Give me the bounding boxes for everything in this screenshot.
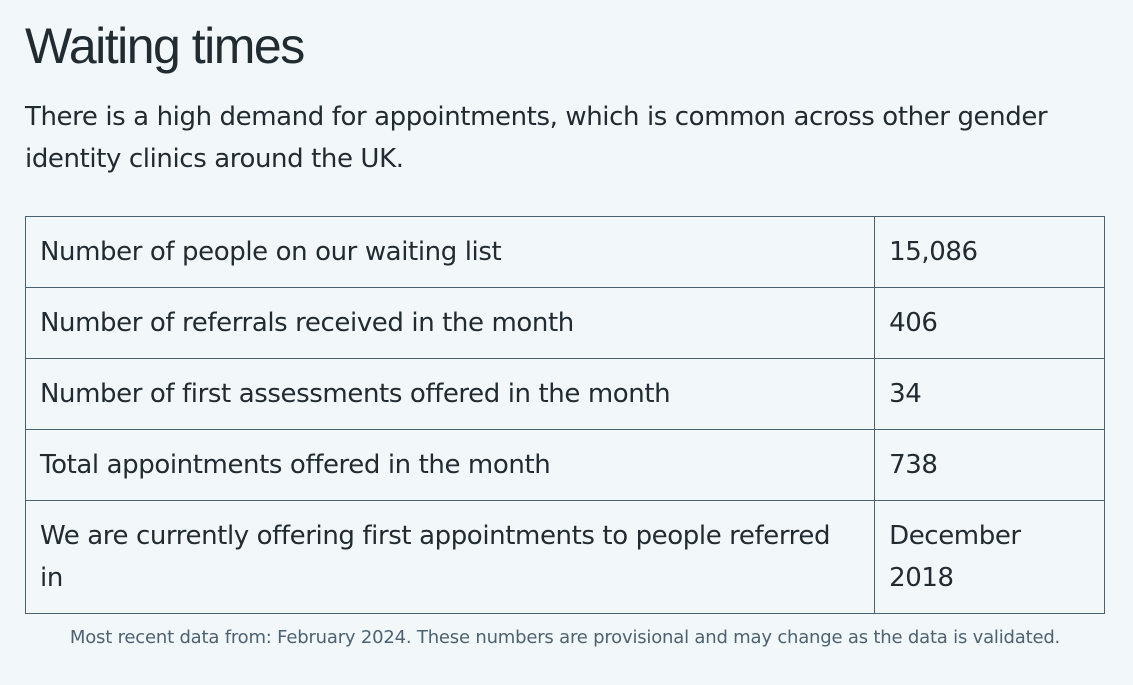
page-title: Waiting times [25, 18, 305, 74]
table-row: Number of people on our waiting list 15,… [24, 216, 1105, 288]
table-cell-label: Number of referrals received in the mont… [24, 287, 876, 359]
table-cell-label: Total appointments offered in the month [24, 429, 876, 501]
table-cell-value: 738 [874, 429, 1105, 501]
table-cell-value: December 2018 [874, 500, 1105, 614]
table-cell-label: Number of first assessments offered in t… [24, 358, 876, 430]
intro-paragraph: There is a high demand for appointments,… [25, 102, 1048, 174]
table-cell-value: 15,086 [874, 216, 1105, 288]
table-cell-label: We are currently offering first appointm… [24, 500, 876, 614]
table-row: Number of referrals received in the mont… [24, 287, 1105, 359]
table-row: We are currently offering first appointm… [24, 500, 1105, 614]
table-caption: Most recent data from: February 2024. Th… [69, 627, 1061, 648]
table-row: Total appointments offered in the month … [24, 429, 1105, 501]
table-cell-value: 406 [874, 287, 1105, 359]
waiting-times-table: Number of people on our waiting list 15,… [24, 216, 1105, 614]
table-cell-label: Number of people on our waiting list [24, 216, 876, 288]
table-row: Number of first assessments offered in t… [24, 358, 1105, 430]
table-cell-value: 34 [874, 358, 1105, 430]
